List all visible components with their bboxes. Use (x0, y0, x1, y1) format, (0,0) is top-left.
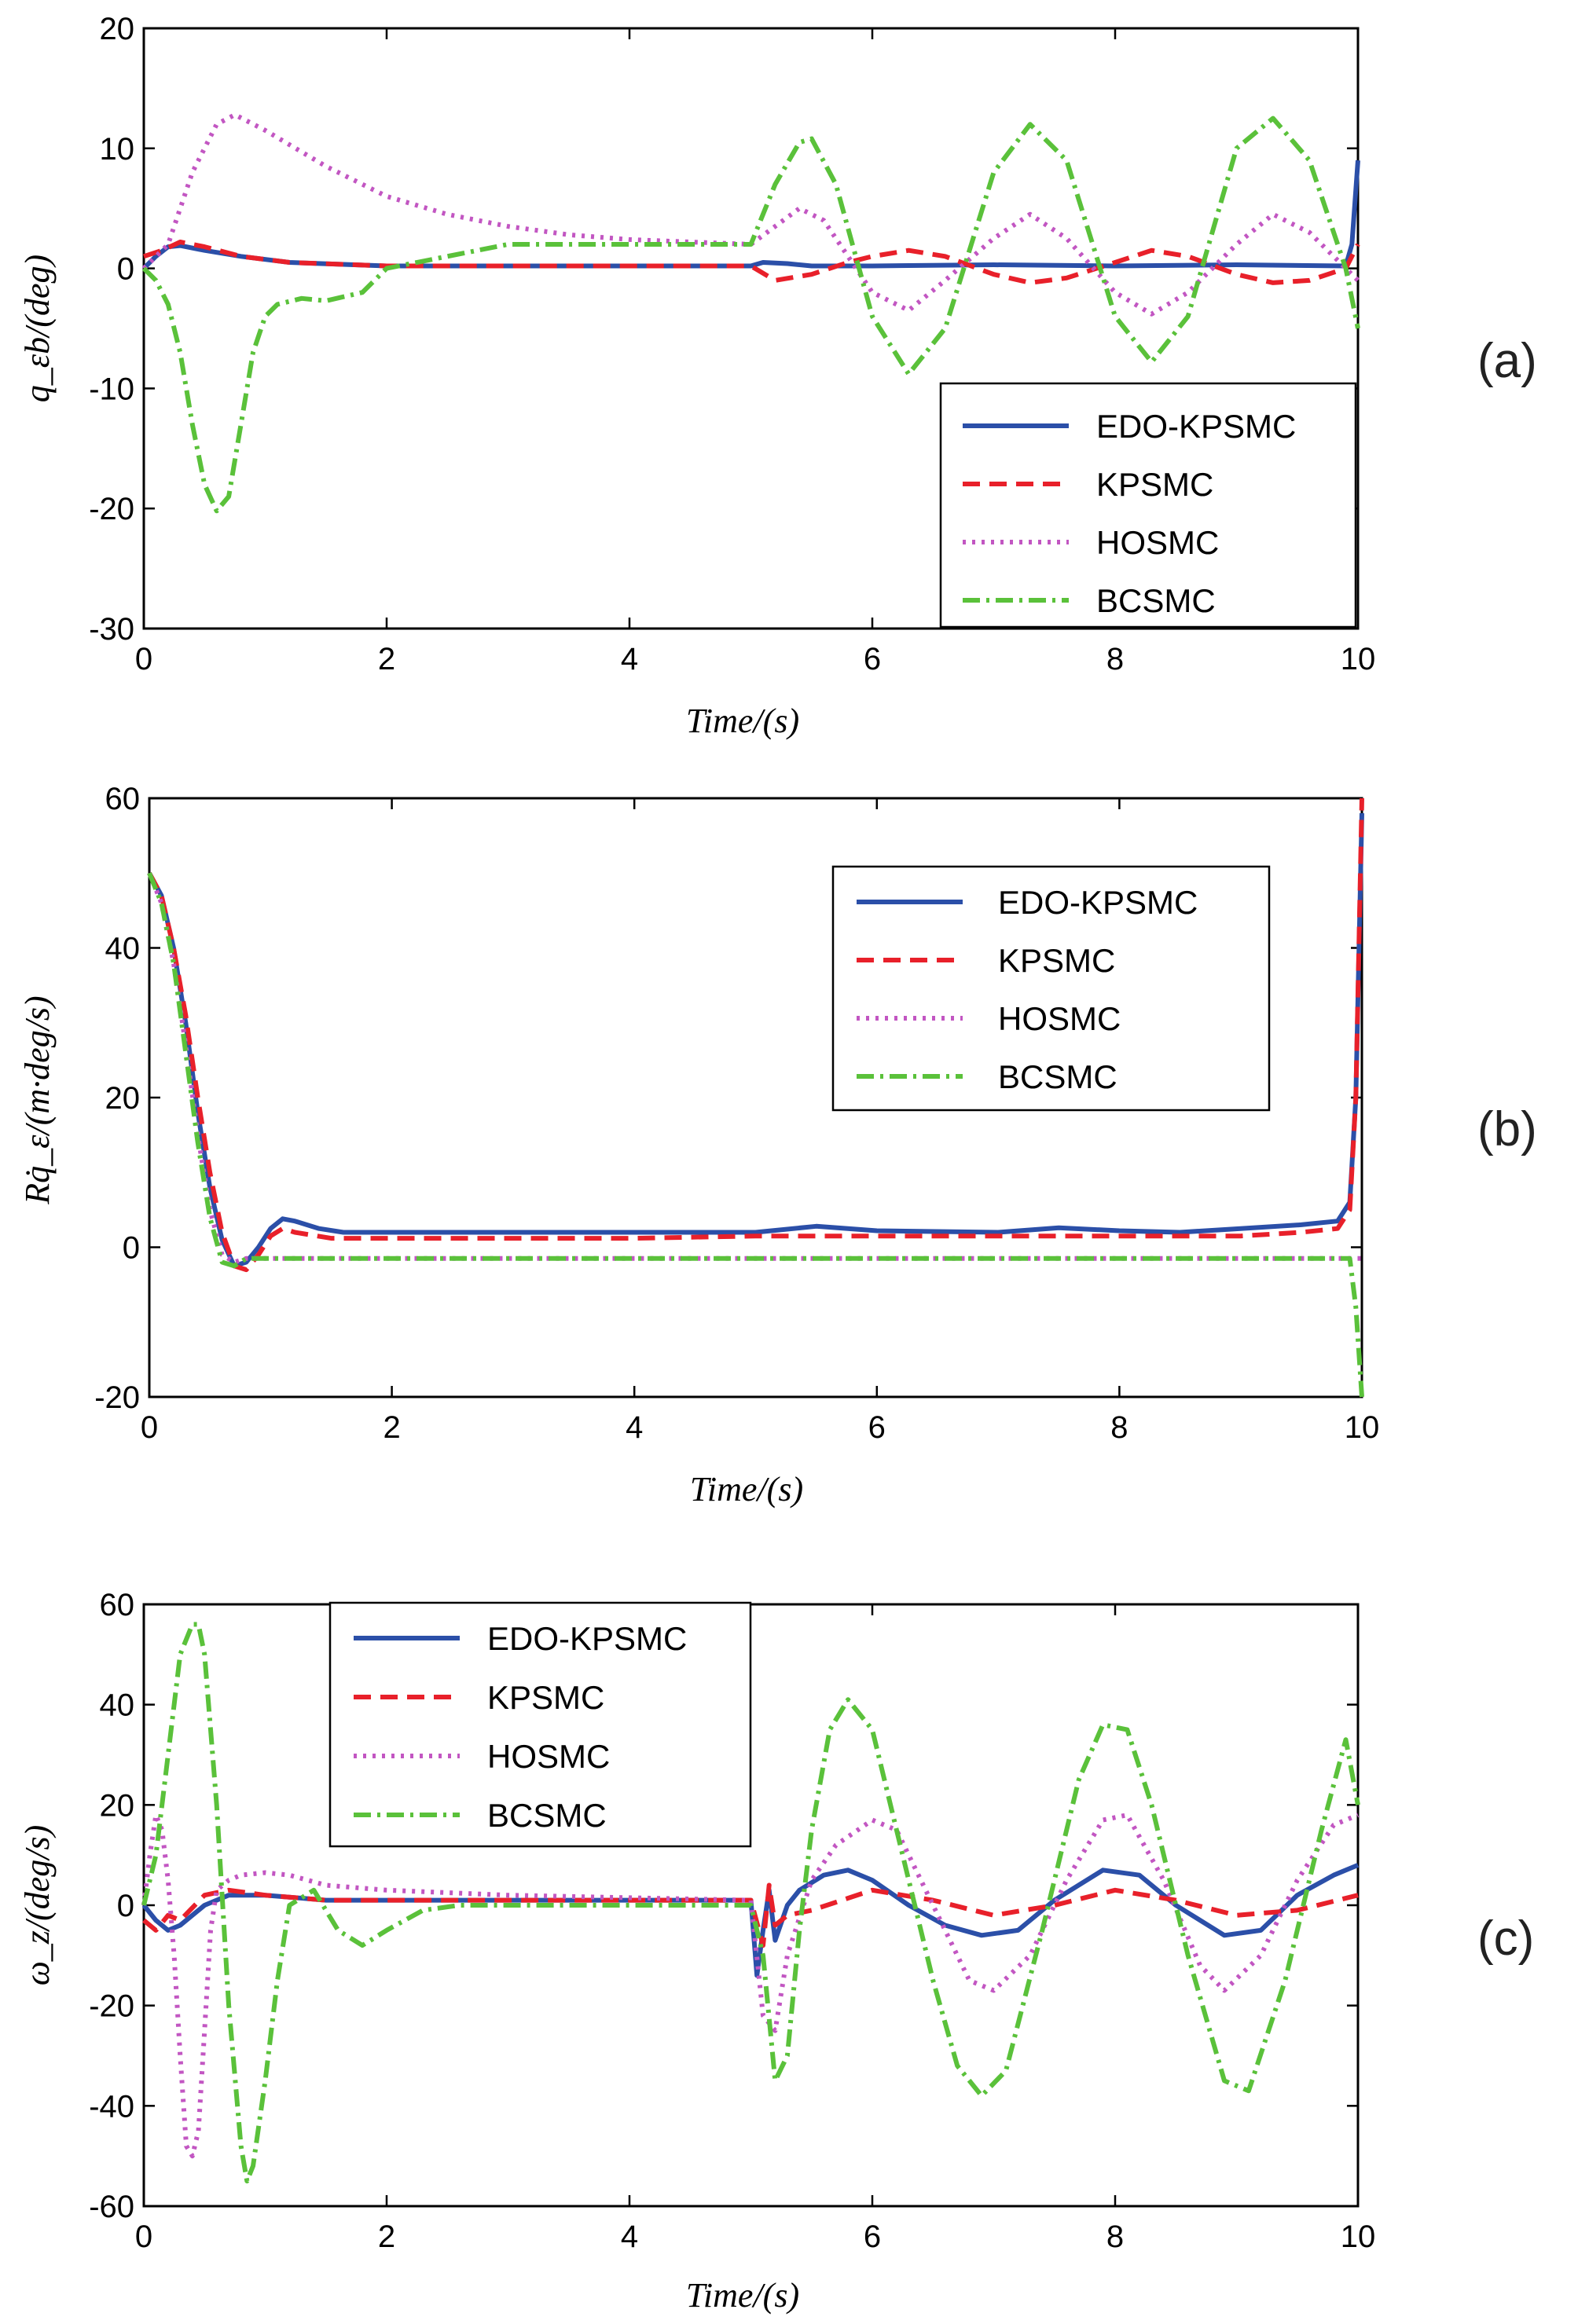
y-axis-label-b: Rq̇_ε/(m·deg/s) (18, 995, 57, 1204)
y-tick-label-b-3: 40 (105, 932, 141, 966)
legend-label-edo-kpsmc-c: EDO-KPSMC (487, 1620, 687, 1657)
series-bcsmc-a (141, 115, 1360, 514)
legend-label-hosmc-a: HOSMC (1096, 524, 1219, 561)
legend-label-bcsmc-a: BCSMC (1096, 582, 1216, 619)
y-axis-label-a: q_εb/(deg) (18, 255, 57, 402)
x-tick-label-a-0: 0 (135, 642, 152, 676)
x-axis-label-a: Time/(s) (686, 702, 799, 740)
legend-label-hosmc-b: HOSMC (998, 1000, 1121, 1037)
series-edo-kpsmc-c (141, 1863, 1360, 1978)
series-kpsmc-b (147, 797, 1364, 1273)
legend-a: EDO-KPSMC KPSMC HOSMC BCSMC (939, 382, 1357, 629)
series-hosmc-c (141, 1813, 1360, 2159)
x-tick-label-c-2: 4 (621, 2220, 638, 2254)
legend-label-kpsmc-a: KPSMC (1096, 466, 1213, 503)
x-tick-label-b-1: 2 (383, 1410, 400, 1445)
x-tick-label-a-5: 10 (1341, 642, 1376, 676)
x-tick-label-c-4: 8 (1106, 2220, 1124, 2254)
y-tick-label-c-6: 60 (100, 1588, 135, 1622)
x-axis-label-c: Time/(s) (686, 2276, 799, 2315)
x-tick-label-c-0: 0 (135, 2220, 152, 2254)
y-tick-label-c-3: 0 (117, 1889, 134, 1923)
y-tick-label-b-1: 0 (123, 1231, 140, 1266)
legend-label-hosmc-c: HOSMC (487, 1738, 610, 1775)
legend-label-edo-kpsmc-b: EDO-KPSMC (998, 884, 1198, 921)
panel-tag-b: (b) (1477, 1102, 1537, 1157)
x-tick-label-a-4: 8 (1106, 642, 1124, 676)
legend-label-kpsmc-b: KPSMC (998, 942, 1115, 979)
x-tick-label-a-3: 6 (864, 642, 881, 676)
y-axis-label-c: ω_z/(deg/s) (18, 1825, 57, 1986)
x-tick-label-c-5: 10 (1341, 2220, 1376, 2254)
legend-c: EDO-KPSMC KPSMC HOSMC BCSMC (328, 1601, 752, 1848)
y-tick-label-c-1: -40 (89, 2089, 134, 2124)
series-edo-kpsmc-b (147, 813, 1364, 1269)
x-tick-label-a-1: 2 (378, 642, 395, 676)
x-tick-label-b-0: 0 (141, 1410, 158, 1445)
y-tick-label-c-0: -60 (89, 2190, 134, 2224)
legend-label-bcsmc-b: BCSMC (998, 1058, 1117, 1095)
y-tick-label-b-2: 20 (105, 1081, 141, 1116)
series-hosmc-a (141, 112, 1360, 317)
legend-b: EDO-KPSMC KPSMC HOSMC BCSMC (831, 865, 1271, 1112)
y-tick-label-a-0: -30 (89, 612, 134, 647)
y-tick-label-a-5: 20 (100, 12, 135, 46)
panel-c: 0 2 4 6 8 10 -60 -40 -20 0 20 40 60 Time/(s) ω_z/(de… (18, 1588, 1534, 2315)
y-tick-label-b-0: -20 (94, 1380, 140, 1415)
x-tick-label-c-3: 6 (864, 2220, 881, 2254)
y-tick-label-c-5: 40 (100, 1688, 135, 1723)
x-tick-label-b-3: 6 (868, 1410, 886, 1445)
panel-tag-a: (a) (1477, 334, 1537, 388)
panel-tag-c: (c) (1477, 1912, 1534, 1966)
series-kpsmc-c (142, 1882, 1359, 1948)
x-axis-label-b: Time/(s) (690, 1470, 803, 1508)
y-tick-label-a-3: 0 (117, 252, 134, 287)
y-tick-label-a-4: 10 (100, 132, 135, 167)
series-edo-kpsmc-a (141, 159, 1360, 270)
x-tick-label-c-1: 2 (378, 2220, 395, 2254)
legend-label-bcsmc-c: BCSMC (487, 1797, 607, 1834)
series-kpsmc-a (143, 240, 1360, 285)
panel-a: 0 2 4 6 8 10 -30 -20 -10 0 10 20 Time/(s) q_εb/(deg… (18, 12, 1537, 740)
series-bcsmc-c (141, 1622, 1360, 2184)
y-tick-label-b-4: 60 (105, 782, 141, 816)
y-tick-label-c-2: -20 (89, 1989, 134, 2024)
legend-label-kpsmc-c: KPSMC (487, 1679, 604, 1716)
x-tick-label-b-5: 10 (1345, 1410, 1380, 1445)
legend-label-edo-kpsmc-a: EDO-KPSMC (1096, 408, 1296, 445)
x-tick-label-a-2: 4 (621, 642, 638, 676)
y-tick-label-c-4: 20 (100, 1788, 135, 1823)
y-tick-label-a-2: -10 (89, 372, 134, 406)
x-tick-label-b-4: 8 (1110, 1410, 1128, 1445)
y-tick-label-a-1: -20 (89, 492, 134, 526)
x-tick-label-b-2: 4 (626, 1410, 643, 1445)
